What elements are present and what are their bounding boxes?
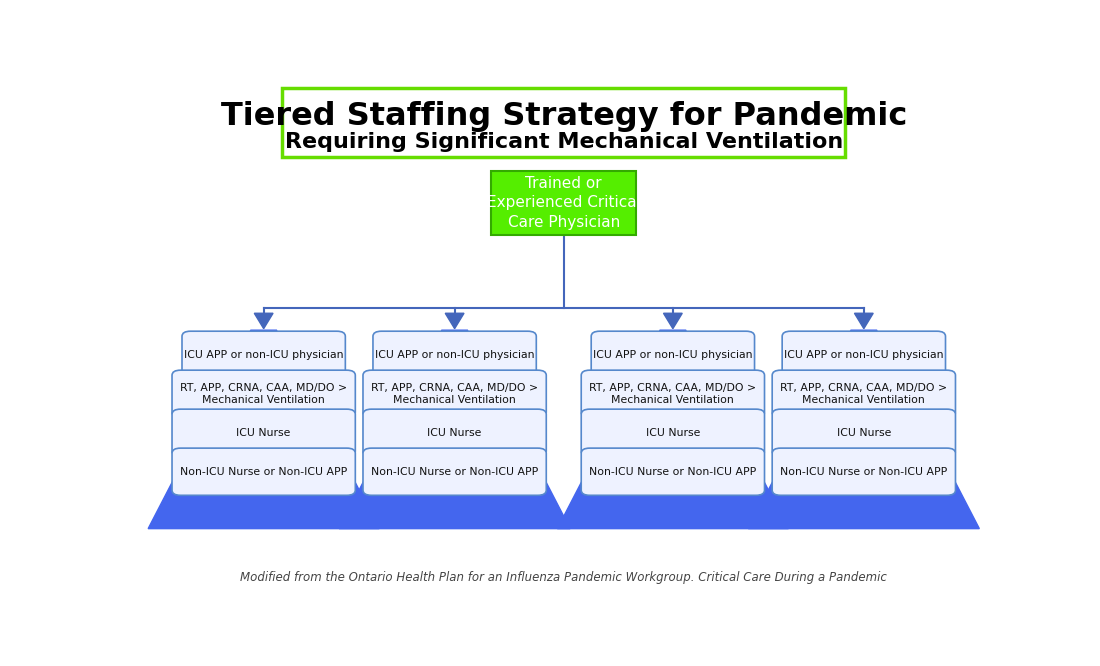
- Text: RT, APP, CRNA, CAA, MD/DO >
Mechanical Ventilation: RT, APP, CRNA, CAA, MD/DO > Mechanical V…: [371, 382, 538, 405]
- FancyBboxPatch shape: [581, 370, 764, 418]
- Text: Non-ICU Nurse or Non-ICU APP: Non-ICU Nurse or Non-ICU APP: [780, 467, 947, 477]
- Text: Modified from the Ontario Health Plan for an Influenza Pandemic Workgroup. Criti: Modified from the Ontario Health Plan fo…: [240, 571, 888, 584]
- Text: Trained or
Experienced Critical
Care Physician: Trained or Experienced Critical Care Phy…: [487, 176, 640, 230]
- FancyBboxPatch shape: [591, 331, 755, 378]
- FancyBboxPatch shape: [363, 370, 547, 418]
- Text: ICU Nurse: ICU Nurse: [236, 428, 290, 438]
- Text: RT, APP, CRNA, CAA, MD/DO >
Mechanical Ventilation: RT, APP, CRNA, CAA, MD/DO > Mechanical V…: [590, 382, 757, 405]
- Polygon shape: [663, 313, 682, 328]
- FancyBboxPatch shape: [782, 331, 946, 378]
- FancyBboxPatch shape: [363, 448, 547, 496]
- FancyBboxPatch shape: [172, 409, 355, 456]
- Polygon shape: [339, 330, 570, 529]
- Polygon shape: [855, 313, 873, 328]
- Text: ICU Nurse: ICU Nurse: [646, 428, 700, 438]
- Polygon shape: [254, 313, 273, 328]
- FancyBboxPatch shape: [172, 448, 355, 496]
- Text: ICU Nurse: ICU Nurse: [428, 428, 482, 438]
- Text: ICU APP or non-ICU physician: ICU APP or non-ICU physician: [184, 350, 343, 360]
- Text: Non-ICU Nurse or Non-ICU APP: Non-ICU Nurse or Non-ICU APP: [180, 467, 348, 477]
- Polygon shape: [446, 313, 464, 328]
- Text: Requiring Significant Mechanical Ventilation: Requiring Significant Mechanical Ventila…: [285, 133, 843, 153]
- FancyBboxPatch shape: [283, 88, 845, 157]
- Text: Tiered Staffing Strategy for Pandemic: Tiered Staffing Strategy for Pandemic: [221, 101, 906, 133]
- Text: ICU APP or non-ICU physician: ICU APP or non-ICU physician: [593, 350, 752, 360]
- FancyBboxPatch shape: [772, 370, 956, 418]
- Text: ICU APP or non-ICU physician: ICU APP or non-ICU physician: [375, 350, 535, 360]
- FancyBboxPatch shape: [492, 171, 636, 235]
- Polygon shape: [748, 330, 979, 529]
- FancyBboxPatch shape: [172, 370, 355, 418]
- Text: RT, APP, CRNA, CAA, MD/DO >
Mechanical Ventilation: RT, APP, CRNA, CAA, MD/DO > Mechanical V…: [780, 382, 947, 405]
- FancyBboxPatch shape: [182, 331, 345, 378]
- FancyBboxPatch shape: [363, 409, 547, 456]
- FancyBboxPatch shape: [772, 448, 956, 496]
- FancyBboxPatch shape: [772, 409, 956, 456]
- Text: ICU APP or non-ICU physician: ICU APP or non-ICU physician: [784, 350, 944, 360]
- Text: ICU Nurse: ICU Nurse: [837, 428, 891, 438]
- Text: Non-ICU Nurse or Non-ICU APP: Non-ICU Nurse or Non-ICU APP: [371, 467, 538, 477]
- Polygon shape: [558, 330, 789, 529]
- Text: Non-ICU Nurse or Non-ICU APP: Non-ICU Nurse or Non-ICU APP: [590, 467, 757, 477]
- Polygon shape: [148, 330, 380, 529]
- Text: RT, APP, CRNA, CAA, MD/DO >
Mechanical Ventilation: RT, APP, CRNA, CAA, MD/DO > Mechanical V…: [180, 382, 348, 405]
- FancyBboxPatch shape: [373, 331, 537, 378]
- FancyBboxPatch shape: [581, 409, 764, 456]
- FancyBboxPatch shape: [581, 448, 764, 496]
